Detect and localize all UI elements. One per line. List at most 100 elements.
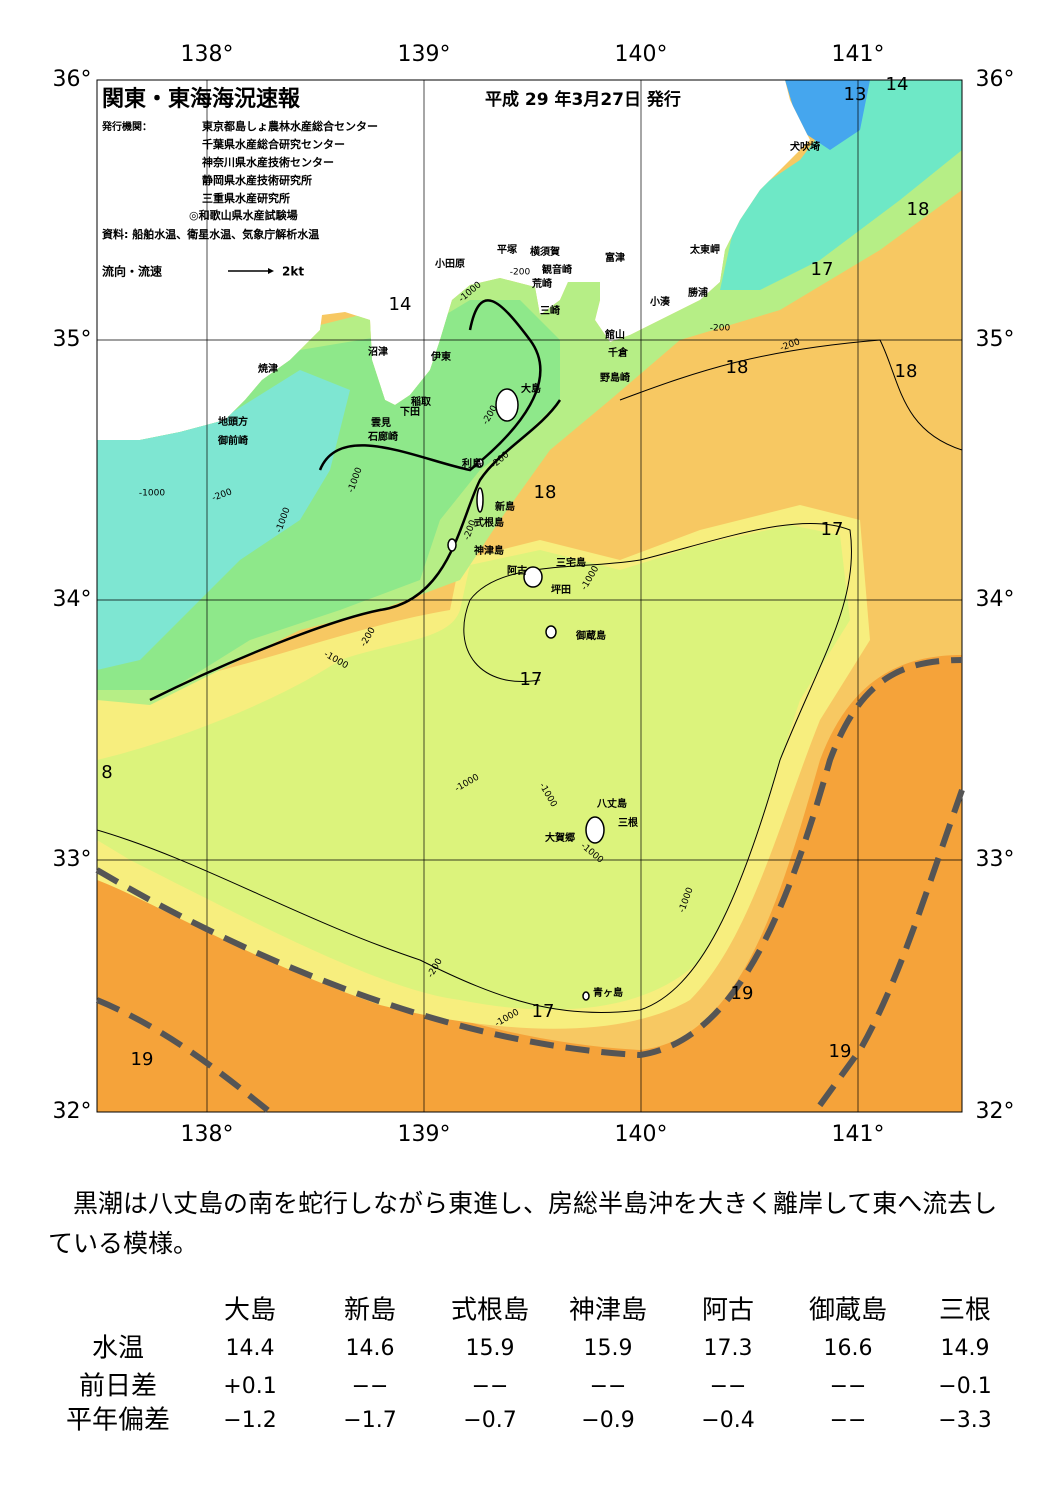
table-cell: −0.7	[463, 1408, 516, 1433]
island	[447, 538, 457, 552]
flow-label: 流向・流速	[102, 264, 162, 279]
lat-label: 32°	[976, 1099, 1015, 1124]
temperature-label: 13	[844, 84, 867, 105]
contour-14b	[318, 299, 542, 472]
flow-scale-arrowhead	[268, 268, 274, 274]
table-header: 三根	[939, 1296, 991, 1326]
lon-label: 139°	[398, 42, 451, 67]
table-cell: 15.9	[466, 1336, 515, 1361]
island	[495, 388, 519, 422]
temperature-label: 18	[895, 361, 918, 382]
table-header: 大島	[224, 1296, 276, 1326]
place-name: 地頭方	[218, 415, 248, 428]
kuroshio-axis	[95, 657, 965, 1115]
place-name: 三根	[618, 816, 638, 829]
place-name: 神津島	[474, 544, 504, 557]
place-name: 野島崎	[600, 371, 630, 384]
place-name: 平塚	[497, 243, 517, 256]
lon-label: 138°	[181, 1122, 234, 1147]
temperature-label: 17	[532, 1001, 555, 1022]
place-name: 阿古	[507, 564, 527, 577]
table-cell: −−	[830, 1408, 867, 1433]
lat-label: 34°	[976, 587, 1015, 612]
depth-label: -1000	[139, 489, 165, 499]
issuer: 東京都島しょ農林水産総合センター	[202, 119, 378, 133]
row-label: 平年偏差	[66, 1406, 170, 1436]
place-name: 荒崎	[531, 277, 552, 290]
depth-label: -200	[710, 324, 731, 334]
place-name: 大島	[521, 382, 541, 395]
temperature-label: 18	[726, 357, 749, 378]
temperature-label: 19	[131, 1049, 154, 1070]
lat-label: 36°	[976, 67, 1015, 92]
sea-cold-core	[785, 80, 870, 150]
contour-17	[97, 523, 853, 1014]
kuroshio-line	[95, 657, 963, 1059]
table-cell: −0.9	[581, 1408, 634, 1433]
lat-label: 35°	[53, 327, 92, 352]
sea-16	[97, 525, 850, 1010]
temperature-label: 14	[886, 74, 909, 95]
place-name: 小田原	[434, 257, 465, 270]
place-name: 御蔵島	[575, 629, 606, 642]
row-label: 前日差	[79, 1372, 157, 1402]
source: 資料: 船舶水温、衛星水温、気象庁解析水温	[102, 227, 319, 241]
lat-label: 34°	[53, 587, 92, 612]
graticule	[97, 80, 962, 1112]
place-name: 館山	[604, 328, 625, 341]
place-name: 八丈島	[596, 797, 627, 810]
place-name: 三崎	[540, 304, 560, 317]
place-name: 式根島	[474, 516, 504, 529]
temperature-label: 17	[811, 259, 834, 280]
table-cell: 15.9	[584, 1336, 633, 1361]
table-cell: 14.4	[226, 1336, 275, 1361]
lon-label: 140°	[615, 1122, 668, 1147]
temperature-label: 18	[534, 482, 557, 503]
lat-label: 35°	[976, 327, 1015, 352]
table-cell: −0.4	[701, 1408, 754, 1433]
sea-13	[97, 370, 350, 670]
kuroshio-line	[95, 997, 272, 1115]
islands	[447, 388, 605, 1001]
table-cell: −1.2	[223, 1408, 276, 1433]
table-header: 式根島	[451, 1296, 529, 1326]
temperature-label: 17	[520, 669, 543, 690]
temperature-label: 14	[389, 294, 412, 315]
table-header: 新島	[344, 1296, 396, 1326]
place-name: 大賀郷	[545, 831, 575, 844]
island	[476, 458, 484, 468]
lon-label: 141°	[832, 1122, 885, 1147]
table-cell: −−	[830, 1374, 867, 1399]
place-name: 千倉	[608, 346, 629, 359]
place-name: 沼津	[368, 345, 388, 358]
title: 関東・東海海況速報	[102, 86, 301, 112]
issue-date: 平成 29 年3月27日 発行	[485, 89, 681, 110]
place-name: 利島	[462, 457, 482, 470]
temperature-label: 19	[731, 983, 754, 1004]
place-name: 小湊	[649, 295, 671, 308]
contour-18	[619, 339, 962, 451]
lat-label: 33°	[53, 847, 92, 872]
island	[585, 816, 605, 844]
table-cell: −−	[710, 1374, 747, 1399]
issuer-label: 発行機関：	[101, 120, 152, 133]
place-name: 犬吠埼	[790, 140, 820, 153]
table-header: 阿古	[702, 1296, 754, 1326]
place-name: 焼津	[258, 362, 278, 375]
island	[582, 991, 590, 1001]
kuroshio-zone	[97, 655, 962, 1112]
kuroshio-line	[812, 788, 965, 1114]
place-name: 横須賀	[530, 245, 560, 258]
island	[476, 487, 484, 513]
lon-label: 140°	[615, 42, 668, 67]
table-cell: −3.3	[938, 1408, 991, 1433]
table-cell: −−	[352, 1374, 389, 1399]
place-name: 新島	[495, 500, 515, 513]
island	[545, 625, 557, 639]
table-cell: −−	[472, 1374, 509, 1399]
row-label: 水温	[92, 1334, 144, 1364]
table-cell: 17.3	[704, 1336, 753, 1361]
place-name: 坪田	[551, 583, 571, 596]
